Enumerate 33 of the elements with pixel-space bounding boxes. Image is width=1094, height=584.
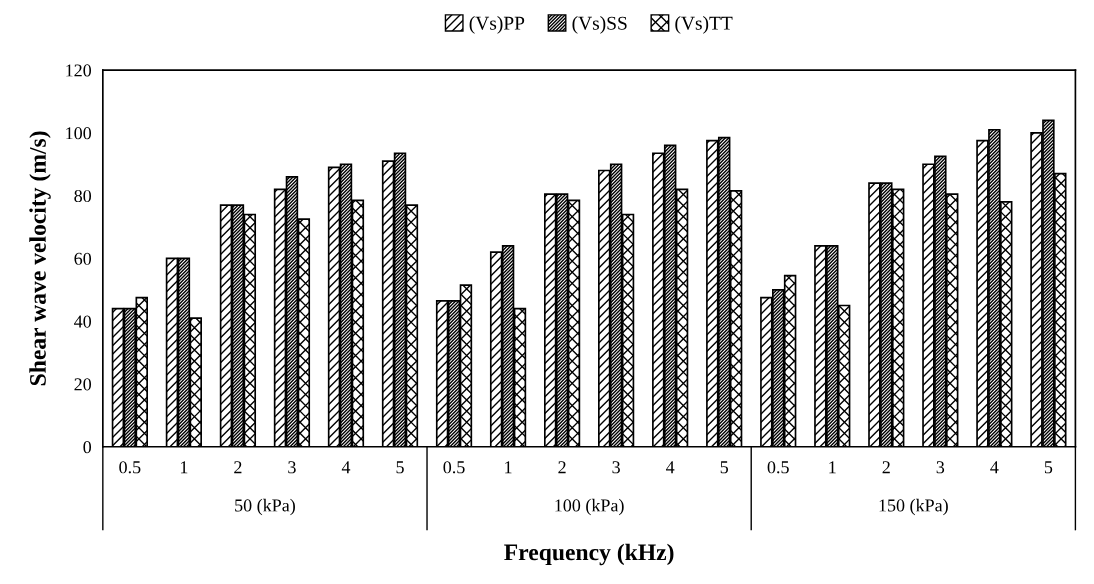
x-tick-label: 2: [558, 461, 566, 474]
y-tick-label: 100: [66, 127, 92, 140]
x-tick-label: 5: [1044, 461, 1053, 474]
y-tick-label: 60: [74, 252, 92, 265]
x-tick-label: 3: [288, 461, 296, 474]
legend-label: (Vs)SS: [572, 16, 627, 34]
y-tick-label: 0: [83, 441, 92, 454]
text: 50 (kPa): [235, 498, 295, 516]
x-tick-label: 5: [720, 461, 729, 474]
x-tick-label: 2: [882, 461, 890, 474]
x-tick-label: 0.5: [443, 461, 465, 474]
x-tick-label: 2: [234, 461, 242, 474]
x-tick-label: 0.5: [119, 461, 141, 474]
x-tick-label: 0.5: [767, 461, 789, 474]
legend-label: (Vs)PP: [469, 16, 525, 34]
y-tick-label: 40: [74, 315, 92, 328]
x-tick-label: 3: [612, 461, 620, 474]
y-tick-label: 20: [74, 378, 92, 391]
y-axis-title: Shear wave velocity (m/s): [29, 131, 51, 386]
y-tick-label: 120: [66, 64, 92, 77]
legend-label: (Vs)TT: [675, 16, 733, 34]
x-tick-label: 4: [341, 461, 351, 474]
y-tick-label: 80: [74, 189, 92, 203]
x-tick-label: 3: [936, 461, 945, 474]
x-tick-label: 1: [829, 461, 836, 474]
x-tick-label: 1: [180, 461, 188, 474]
x-tick-label: 5: [396, 461, 404, 474]
text: 150 (kPa): [879, 498, 948, 516]
text: 100 (kPa): [555, 498, 624, 516]
x-tick-label: 1: [505, 461, 512, 474]
x-axis-title: Frequency (kHz): [504, 543, 674, 566]
x-tick-label: 4: [666, 461, 675, 474]
x-tick-label: 4: [990, 461, 999, 474]
